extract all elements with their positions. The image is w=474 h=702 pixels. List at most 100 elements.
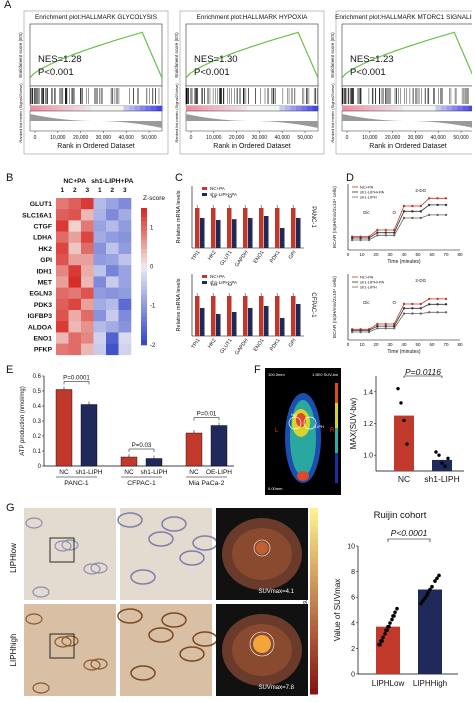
heat-cell	[106, 298, 119, 311]
ecar-point	[436, 311, 439, 314]
cohort-point	[393, 610, 397, 615]
cohort-point	[383, 632, 387, 636]
pet-scale-cell	[335, 388, 338, 393]
ecar-point	[444, 297, 448, 301]
col-label: 1	[60, 187, 64, 194]
atp-svg: 0 0.1 0.2 0.3 0.4 0.5 0.6 ATP production (nmol/…	[20, 374, 234, 487]
y-axis-label: ECAR (mpH/min/2x10⁴ cells)	[332, 186, 338, 248]
gene-label: GLUT1	[30, 201, 52, 208]
gradient-cell	[430, 106, 436, 111]
heat-cell	[93, 276, 107, 288]
heat-cell	[56, 332, 69, 344]
sig-star-1: ***	[210, 284, 218, 290]
atp-bar	[210, 425, 228, 467]
gradient-cell	[156, 106, 163, 111]
ecar-point	[402, 302, 406, 306]
zoom-box	[49, 633, 75, 659]
cell-line-label: PANC-1	[310, 206, 316, 228]
y-axis-label: ECAR (mpH/min/2x10⁴ cells)	[332, 276, 338, 338]
gradient-cell	[46, 106, 53, 111]
colorbar-cell	[310, 644, 318, 652]
heat-cell	[81, 231, 94, 244]
group-label: CFPAC-1	[127, 480, 156, 487]
gsea-svg: Enrichment plot:HALLMARK GLYCOLYSIS NES=1…	[18, 10, 472, 155]
es-ylabel: Enrichment score (ES)	[18, 32, 23, 78]
ecar-point	[384, 234, 387, 237]
gland-high	[117, 512, 143, 528]
heat-cell	[56, 209, 69, 221]
colorbar-cell	[310, 576, 318, 583]
bar-sh	[232, 219, 237, 248]
ecar-point	[428, 297, 431, 301]
cohort-point	[433, 579, 437, 583]
colorbar-cell	[310, 638, 318, 645]
heat-cell	[93, 298, 107, 311]
es-ylabel: Enrichment score (ES)	[330, 32, 335, 78]
scale-cell	[141, 340, 147, 346]
gland-high	[179, 646, 205, 662]
cohort-point	[428, 587, 432, 592]
scale-cell	[141, 230, 147, 236]
heat-cell	[81, 343, 94, 356]
panel-d-label: D	[346, 172, 354, 184]
heat-cell	[106, 332, 119, 344]
x-tick-label: 0	[34, 135, 37, 141]
gradient-cell	[118, 106, 124, 111]
pet-scale-cell	[335, 408, 338, 413]
heat-cell	[56, 298, 69, 311]
cohort-point	[381, 635, 385, 640]
heat-cell	[68, 242, 82, 255]
pet-scale-cell	[335, 428, 338, 433]
gradient-cell	[208, 106, 214, 111]
bar-nc	[275, 208, 280, 248]
colorbar-cell	[310, 526, 318, 534]
heat-cell	[68, 231, 82, 244]
sig-bracket	[403, 375, 443, 378]
colorbar-cell	[310, 675, 318, 683]
ecar-point	[436, 303, 439, 306]
heat-cell	[118, 254, 132, 266]
gene-tick: GAPDH	[234, 338, 250, 357]
atp-chart: 0 0.1 0.2 0.3 0.4 0.5 0.6 ATP production (nmol/…	[4, 366, 254, 500]
colorbar-cell	[310, 607, 318, 614]
gland-low	[32, 682, 50, 694]
bar-nc	[275, 296, 280, 336]
ecar-point	[444, 311, 448, 314]
gland-low	[83, 563, 101, 575]
bar-sh	[232, 312, 237, 336]
heat-cell	[81, 254, 94, 266]
gradient-cell	[397, 106, 403, 111]
right-marker: R	[330, 428, 335, 434]
sig-star-2: **	[228, 284, 233, 290]
gland-low	[90, 562, 108, 574]
gland-high	[161, 516, 187, 532]
gradient-cell	[186, 106, 192, 111]
gradient-cell	[353, 106, 359, 111]
x-axis-label: Time (minutes)	[387, 349, 420, 355]
ecar-point	[444, 203, 448, 207]
gradient-cell	[63, 106, 69, 111]
gradient-cell	[235, 106, 242, 111]
metric-area	[30, 114, 162, 128]
col-label: 2	[110, 187, 114, 194]
x-tick-label: 60	[429, 252, 435, 257]
ecar-point	[444, 303, 448, 306]
gradient-cell	[463, 106, 469, 111]
category-label-high: LIPHHigh	[413, 679, 447, 688]
heat-cell	[68, 198, 82, 210]
colorbar-cell	[310, 688, 318, 695]
ecar-point	[402, 210, 406, 213]
injection-label: Glc	[363, 300, 371, 305]
colorbar-cell	[310, 613, 318, 621]
gland-low	[54, 540, 72, 552]
suv-point	[405, 442, 409, 446]
heat-cell	[106, 265, 119, 277]
ihc-high-mag	[120, 604, 212, 696]
metric-area	[342, 114, 472, 128]
ecar-point	[376, 324, 379, 328]
heat-cell	[106, 254, 119, 266]
qpcr-chart-1: Relative mRNA levels CFPAC-1 NC+PAsh1-LIPH…	[176, 274, 316, 356]
gene-label: IGFBP3	[27, 313, 52, 320]
bar-sh	[216, 314, 221, 336]
gradient-cell	[347, 106, 354, 111]
